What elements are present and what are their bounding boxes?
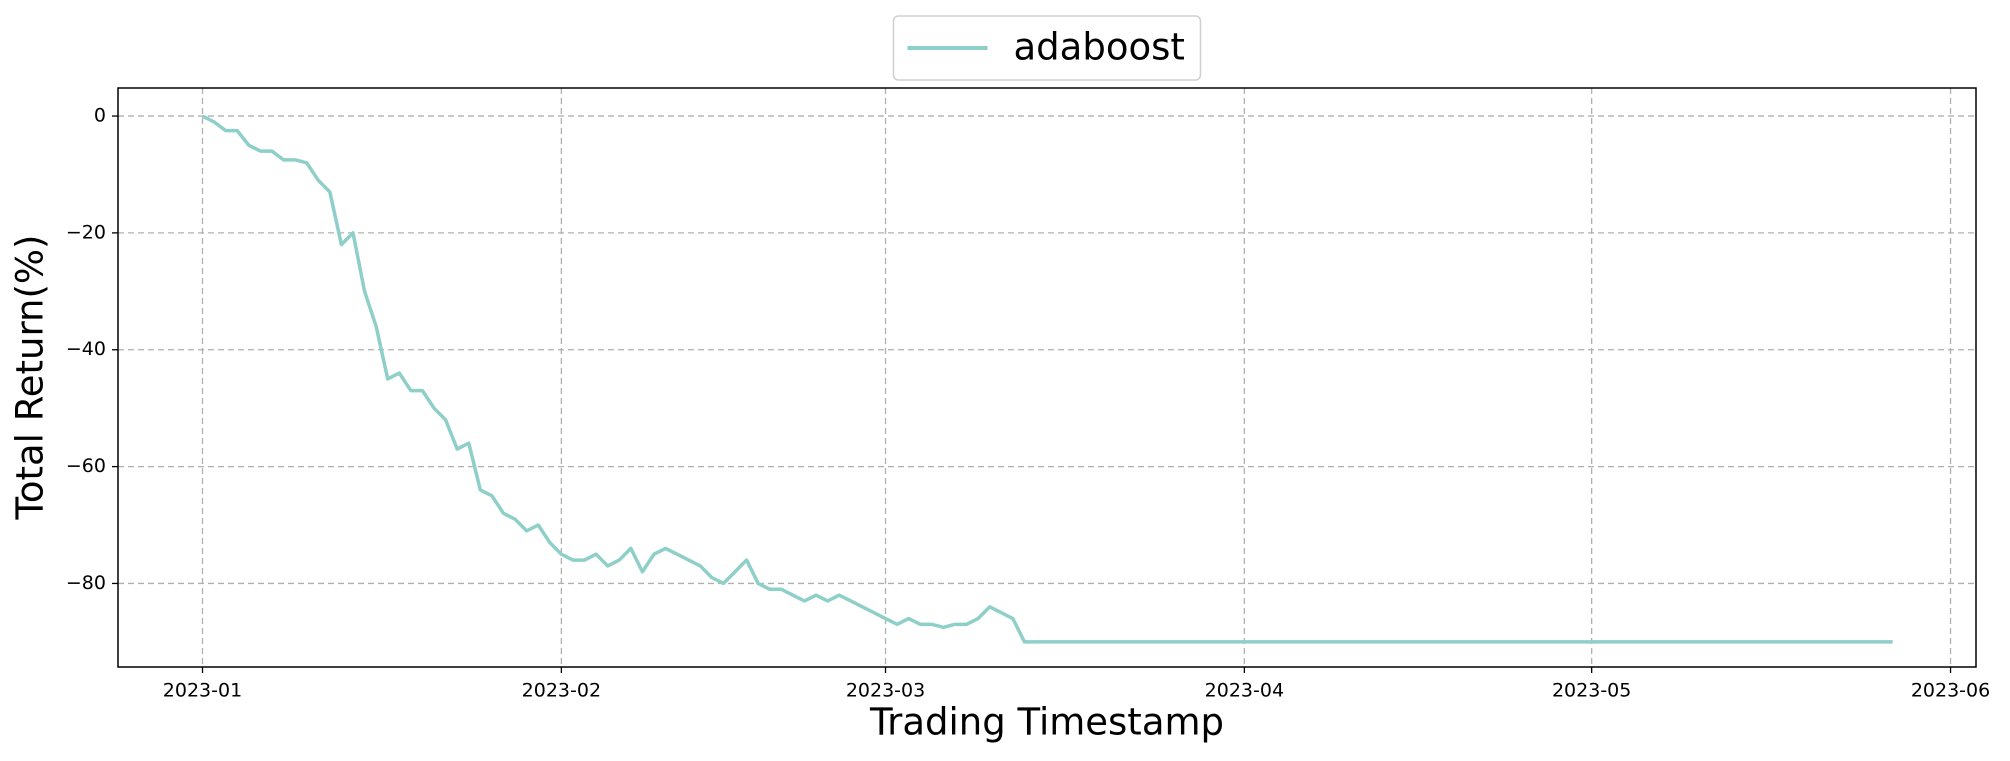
legend-box	[892, 15, 1202, 81]
legend: adaboost	[892, 15, 1202, 81]
line	[201, 114, 1893, 644]
x-tick-label: 2023-06	[1911, 680, 1990, 702]
y-axis-label: Total Return(%)	[9, 235, 52, 521]
x-tick-label: 2023-03	[846, 680, 925, 702]
y-tick-label: −20	[66, 221, 106, 243]
x-tick-label: 2023-01	[163, 680, 242, 702]
y-tick-label: 0	[94, 105, 106, 127]
y-tick-label: −40	[66, 338, 106, 360]
y-tick-label: −80	[66, 572, 106, 594]
x-axis-label: Trading Timestamp	[869, 701, 1224, 744]
x-tick-label: 2023-05	[1552, 680, 1631, 702]
legend-label: adaboost	[1014, 26, 1185, 69]
x-tick-label: 2023-04	[1205, 680, 1284, 702]
x-tick-label: 2023-02	[522, 680, 601, 702]
plot-frame	[117, 87, 1977, 668]
y-tick-label: −60	[66, 455, 106, 477]
